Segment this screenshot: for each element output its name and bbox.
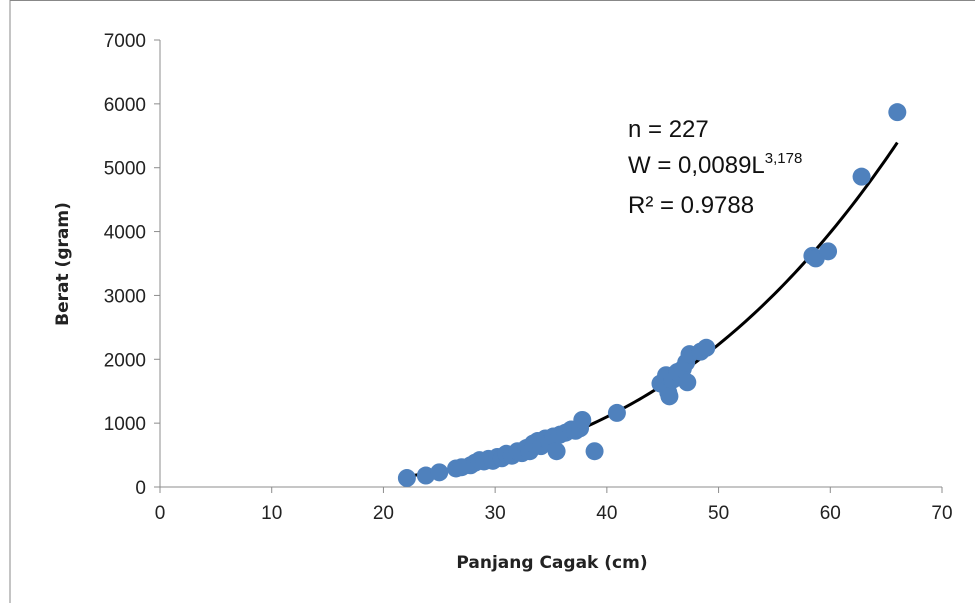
x-tick-label: 30 [485, 503, 506, 524]
x-tick-label: 40 [596, 503, 617, 524]
annotation-n: n = 227 [628, 116, 709, 143]
y-tick-label: 6000 [104, 95, 146, 116]
equation-base: W = 0,0089L [628, 152, 765, 179]
x-tick-label: 70 [931, 503, 952, 524]
x-tick-label: 0 [155, 503, 166, 524]
y-tick-label: 3000 [104, 286, 146, 307]
y-axis-title: Berat (gram) [53, 202, 73, 326]
x-tick-label: 50 [708, 503, 729, 524]
annotation-equation: W = 0,0089L3,178 [628, 150, 802, 179]
data-point [678, 373, 697, 392]
x-tick-label: 60 [820, 503, 841, 524]
data-point [547, 442, 566, 461]
data-point [573, 410, 592, 429]
data-point [397, 469, 416, 488]
annotation-r2: R² = 0.9788 [628, 192, 754, 219]
data-point [660, 387, 679, 406]
data-point [416, 466, 435, 485]
data-point [607, 403, 626, 422]
x-axis-title: Panjang Cagak (cm) [456, 553, 647, 573]
axes: 0 1000 2000 3000 4000 5000 6000 7000 0 10 20 30 40 50… [104, 31, 953, 524]
data-point [852, 167, 871, 186]
x-tick-label: 20 [373, 503, 394, 524]
y-tick-label: 5000 [104, 159, 146, 180]
data-point [888, 103, 907, 122]
equation-exponent: 3,178 [765, 150, 803, 167]
y-tick-label: 0 [135, 478, 146, 499]
y-tick-label: 1000 [104, 414, 146, 435]
data-points [397, 103, 907, 488]
y-tick-label: 7000 [104, 31, 146, 52]
x-tick-label: 10 [261, 503, 282, 524]
data-point [430, 463, 449, 482]
data-point [697, 338, 716, 357]
data-point [585, 442, 604, 461]
y-tick-label: 2000 [104, 350, 146, 371]
data-point [819, 242, 838, 261]
y-tick-label: 4000 [104, 223, 146, 244]
